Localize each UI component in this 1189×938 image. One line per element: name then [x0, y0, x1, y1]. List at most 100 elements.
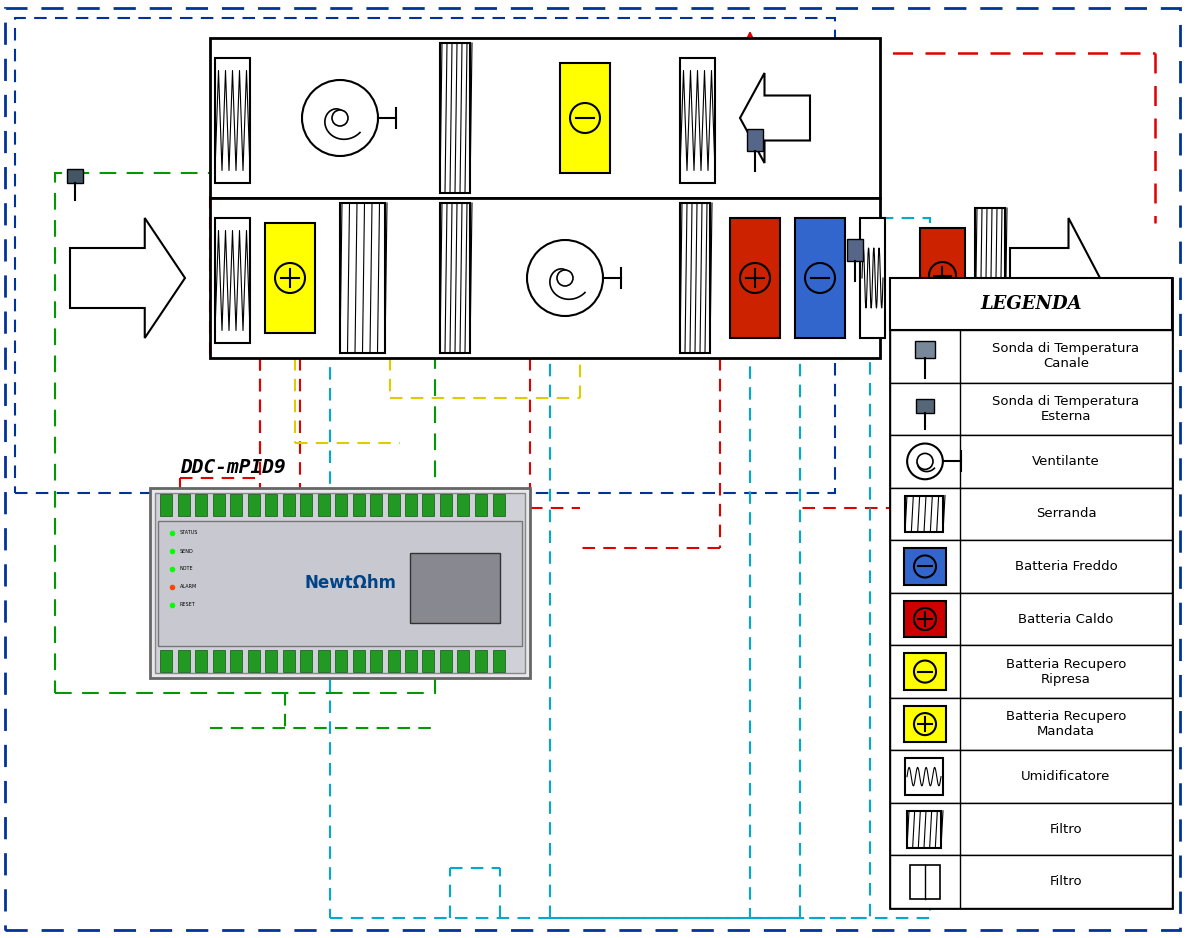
Bar [920, 228, 965, 323]
Bar [405, 494, 417, 516]
Bar [905, 758, 943, 795]
Bar [422, 650, 434, 672]
Bar [300, 650, 312, 672]
Text: Sonda di Temperatura
Canale: Sonda di Temperatura Canale [993, 342, 1139, 371]
Bar [283, 494, 295, 516]
Bar [560, 63, 610, 173]
Bar [161, 650, 172, 672]
Text: Serranda: Serranda [1036, 507, 1096, 521]
Bar [150, 488, 530, 678]
Bar [352, 650, 365, 672]
Bar [440, 650, 452, 672]
Bar [335, 650, 347, 672]
Circle shape [917, 453, 933, 469]
Bar [440, 43, 470, 193]
Bar [215, 58, 250, 183]
Text: LEGENDA: LEGENDA [980, 295, 1082, 313]
Bar [55, 173, 435, 693]
Bar [891, 855, 1172, 908]
Bar [388, 494, 400, 516]
Bar [155, 493, 526, 673]
Bar [891, 593, 1172, 645]
Bar [747, 129, 763, 151]
Bar [215, 218, 250, 343]
Bar [904, 548, 946, 585]
Bar [904, 653, 946, 690]
Bar [265, 223, 315, 333]
Bar [213, 494, 225, 516]
Text: Batteria Recupero
Ripresa: Batteria Recupero Ripresa [1006, 658, 1126, 686]
Bar [440, 494, 452, 516]
Bar [247, 494, 259, 516]
Bar [891, 435, 1172, 488]
Text: Batteria Freddo: Batteria Freddo [1014, 560, 1118, 573]
Bar [422, 494, 434, 516]
Text: RESET: RESET [180, 602, 196, 608]
Bar [410, 553, 501, 623]
Bar [795, 218, 845, 338]
Bar [335, 494, 347, 516]
Bar [370, 650, 382, 672]
Bar [331, 68, 870, 918]
Bar [891, 750, 1172, 803]
Text: Umidificatore: Umidificatore [1021, 770, 1111, 783]
Bar [891, 383, 1172, 435]
Bar [904, 600, 946, 638]
Bar [370, 494, 382, 516]
Text: Batteria Recupero
Mandata: Batteria Recupero Mandata [1006, 710, 1126, 738]
Text: Filtro: Filtro [1050, 875, 1082, 888]
Bar [340, 203, 385, 353]
Bar [891, 278, 1172, 908]
Bar [474, 650, 487, 672]
Text: DDC-mPID9: DDC-mPID9 [180, 458, 285, 477]
Text: NewtΩhm: NewtΩhm [304, 574, 396, 592]
Polygon shape [740, 73, 810, 163]
Text: Filtro: Filtro [1050, 823, 1082, 836]
Bar [300, 494, 312, 516]
Bar [352, 494, 365, 516]
Bar [229, 494, 243, 516]
Bar [158, 521, 522, 646]
Bar [317, 494, 329, 516]
Text: STATUS: STATUS [180, 531, 199, 536]
Polygon shape [1009, 218, 1100, 338]
Bar [210, 38, 880, 198]
Bar [891, 803, 1172, 855]
Bar [891, 278, 1172, 330]
Text: SEND: SEND [180, 549, 194, 553]
Bar [458, 494, 470, 516]
Bar [680, 58, 715, 183]
Bar [910, 865, 940, 899]
Circle shape [556, 270, 573, 286]
Bar [229, 650, 243, 672]
Bar [210, 198, 880, 358]
Text: NOTE: NOTE [180, 567, 194, 571]
Bar [161, 494, 172, 516]
Bar [891, 540, 1172, 593]
Bar [916, 399, 935, 413]
Bar [458, 650, 470, 672]
Bar [177, 650, 189, 672]
Bar [891, 698, 1172, 750]
Bar [67, 169, 83, 183]
Bar [891, 488, 1172, 540]
Bar [907, 810, 940, 848]
Bar [440, 203, 470, 353]
Bar [1082, 294, 1097, 316]
Bar [15, 18, 835, 493]
Bar [551, 68, 800, 918]
Bar [283, 650, 295, 672]
Bar [405, 650, 417, 672]
Bar [916, 341, 935, 358]
Bar [317, 650, 329, 672]
Bar [195, 494, 207, 516]
Bar [265, 650, 277, 672]
Bar [388, 650, 400, 672]
Bar [730, 218, 780, 338]
Bar [680, 203, 710, 353]
Text: Sonda di Temperatura
Esterna: Sonda di Temperatura Esterna [993, 395, 1139, 423]
Bar [847, 239, 863, 261]
Bar [905, 495, 943, 533]
Bar [474, 494, 487, 516]
Text: Batteria Caldo: Batteria Caldo [1018, 613, 1114, 626]
